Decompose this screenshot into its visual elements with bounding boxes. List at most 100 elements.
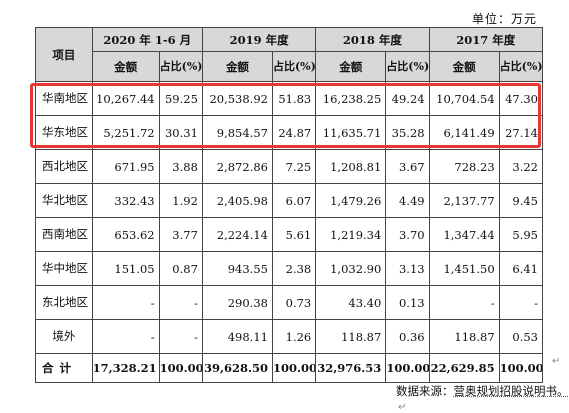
amount-cell: 2,872.86 — [201, 149, 273, 184]
table-row: 华南地区 10,267.44 59.25 20,538.92 51.83 16,… — [35, 81, 544, 116]
header-share: 占比(%) — [498, 51, 544, 82]
paragraph-mark-icon: ↵ — [552, 356, 561, 367]
share-cell: 5.95 — [498, 217, 544, 252]
share-cell: - — [158, 285, 203, 320]
share-cell: 59.25 — [158, 81, 203, 116]
share-cell: 49.24 — [385, 81, 430, 116]
header-period: 2019 年度 — [201, 27, 317, 52]
amount-cell: 1,032.90 — [315, 251, 387, 286]
share-cell: 24.87 — [271, 115, 317, 150]
share-cell: 0.13 — [385, 285, 430, 320]
share-cell: - — [498, 285, 544, 320]
share-cell: 51.83 — [271, 81, 317, 116]
share-cell: 100.00 — [158, 353, 203, 383]
share-cell: 6.41 — [498, 251, 544, 286]
amount-cell: 2,137.77 — [428, 183, 500, 218]
amount-cell: 16,238.25 — [315, 81, 387, 116]
header-period: 2017 年度 — [428, 27, 544, 52]
share-cell: 7.25 — [271, 149, 317, 184]
amount-cell: 1,347.44 — [428, 217, 500, 252]
table-row: 西南地区 653.62 3.77 2,224.14 5.61 1,219.34 … — [35, 217, 544, 252]
amount-cell: 20,538.92 — [201, 81, 273, 116]
amount-cell: 943.55 — [201, 251, 273, 286]
share-cell: 6.07 — [271, 183, 317, 218]
share-cell: 100.00 — [271, 353, 317, 383]
share-cell: 3.22 — [498, 149, 544, 184]
amount-cell: 1,451.50 — [428, 251, 500, 286]
share-cell: 0.73 — [271, 285, 317, 320]
region-name: 东北地区 — [35, 285, 93, 320]
amount-cell: 39,628.50 — [201, 353, 273, 383]
total-row: 合计 17,328.21 100.00 39,628.50 100.00 32,… — [35, 353, 544, 383]
amount-cell: - — [428, 285, 500, 320]
amount-cell: 10,267.44 — [91, 81, 160, 116]
regional-revenue-table: 项目 2020 年 1-6 月 2019 年度 2018 年度 2017 年度 … — [35, 27, 544, 383]
table-row: 华东地区 5,251.72 30.31 9,854.57 24.87 11,63… — [35, 115, 544, 150]
amount-cell: 43.40 — [315, 285, 387, 320]
header-share: 占比(%) — [385, 51, 430, 82]
share-cell: 1.26 — [271, 319, 317, 354]
region-name: 华南地区 — [35, 81, 93, 116]
header-amount: 金额 — [315, 51, 387, 82]
share-cell: 30.31 — [158, 115, 203, 150]
share-cell: 5.61 — [271, 217, 317, 252]
amount-cell: 6,141.49 — [428, 115, 500, 150]
amount-cell: 17,328.21 — [91, 353, 160, 383]
share-cell: - — [158, 319, 203, 354]
total-label: 合计 — [35, 353, 93, 383]
amount-cell: 22,629.85 — [428, 353, 500, 383]
header-period: 2020 年 1-6 月 — [91, 27, 203, 52]
table-row: 华北地区 332.43 1.92 2,405.98 6.07 1,479.26 … — [35, 183, 544, 218]
amount-cell: - — [91, 319, 160, 354]
amount-cell: 10,704.54 — [428, 81, 500, 116]
share-cell: 3.70 — [385, 217, 430, 252]
amount-cell: 2,405.98 — [201, 183, 273, 218]
region-name: 西南地区 — [35, 217, 93, 252]
amount-cell: 290.38 — [201, 285, 273, 320]
amount-cell: 1,208.81 — [315, 149, 387, 184]
source-note: 数据来源：营奥规划招股说明书。 ↵ — [396, 383, 569, 413]
header-share: 占比(%) — [271, 51, 317, 82]
amount-cell: 11,635.71 — [315, 115, 387, 150]
share-cell: 3.13 — [385, 251, 430, 286]
amount-cell: 118.87 — [428, 319, 500, 354]
share-cell: 9.45 — [498, 183, 544, 218]
header-period: 2018 年度 — [315, 27, 430, 52]
amount-cell: 1,479.26 — [315, 183, 387, 218]
amount-cell: 332.43 — [91, 183, 160, 218]
table-row: 东北地区 - - 290.38 0.73 43.40 0.13 - - — [35, 285, 544, 320]
region-name: 华北地区 — [35, 183, 93, 218]
share-cell: 35.28 — [385, 115, 430, 150]
share-cell: 3.67 — [385, 149, 430, 184]
share-cell: 100.00 — [385, 353, 430, 383]
paragraph-mark-icon: ↵ — [398, 402, 407, 413]
amount-cell: 2,224.14 — [201, 217, 273, 252]
share-cell: 0.36 — [385, 319, 430, 354]
table-row: 西北地区 671.95 3.88 2,872.86 7.25 1,208.81 … — [35, 149, 544, 184]
table-row: 境外 - - 498.11 1.26 118.87 0.36 118.87 0.… — [35, 319, 544, 354]
share-cell: 100.00 — [498, 353, 544, 383]
share-cell: 47.30 — [498, 81, 544, 116]
header-item: 项目 — [35, 27, 93, 82]
region-name: 西北地区 — [35, 149, 93, 184]
amount-cell: 9,854.57 — [201, 115, 273, 150]
amount-cell: 1,219.34 — [315, 217, 387, 252]
region-name: 境外 — [35, 319, 93, 354]
share-cell: 27.14 — [498, 115, 544, 150]
amount-cell: 653.62 — [91, 217, 160, 252]
unit-label: 单位：万元 — [471, 12, 537, 26]
share-cell: 0.87 — [158, 251, 203, 286]
table-row: 华中地区 151.05 0.87 943.55 2.38 1,032.90 3.… — [35, 251, 544, 286]
amount-cell: 498.11 — [201, 319, 273, 354]
amount-cell: 118.87 — [315, 319, 387, 354]
amount-cell: 728.23 — [428, 149, 500, 184]
header-amount: 金额 — [428, 51, 500, 82]
share-cell: 0.53 — [498, 319, 544, 354]
source-body: 营奥规划招股说明书。 — [453, 384, 569, 398]
header-share: 占比(%) — [158, 51, 203, 82]
share-cell: 3.88 — [158, 149, 203, 184]
amount-cell: 32,976.53 — [315, 353, 387, 383]
amount-cell: - — [91, 285, 160, 320]
region-name: 华中地区 — [35, 251, 93, 286]
header-amount: 金额 — [201, 51, 273, 82]
